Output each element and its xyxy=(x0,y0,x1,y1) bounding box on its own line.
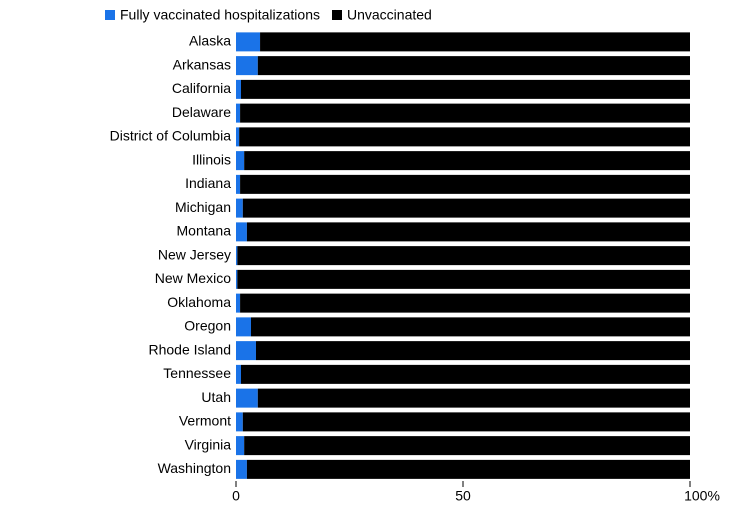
bar-segment xyxy=(236,222,247,242)
bar-segment xyxy=(242,412,690,432)
bar-segment xyxy=(236,364,241,384)
y-tick-label: Montana xyxy=(177,223,232,239)
y-tick-label: Illinois xyxy=(192,151,231,167)
x-tick-label: 50 xyxy=(455,488,471,504)
bar-segment xyxy=(236,151,245,171)
y-tick-label: California xyxy=(172,80,231,96)
bar-segment xyxy=(242,198,690,218)
bar-segment xyxy=(250,317,690,337)
bar-segment xyxy=(240,103,690,123)
y-tick-label: Virginia xyxy=(185,436,232,452)
y-tick-label: Utah xyxy=(201,389,231,405)
bar-segment xyxy=(236,388,258,408)
bar-segment xyxy=(236,293,241,313)
bar-segment xyxy=(240,174,690,194)
y-tick-label: Alaska xyxy=(189,33,231,49)
bar-segment xyxy=(236,174,241,194)
bar-segment xyxy=(239,127,691,147)
legend-swatch xyxy=(105,10,115,20)
y-tick-label: Oklahoma xyxy=(167,294,231,310)
legend-label: Unvaccinated xyxy=(347,7,432,23)
y-tick-label: Rhode Island xyxy=(148,341,231,357)
bar-segment xyxy=(246,459,690,479)
bar-segment xyxy=(236,56,258,76)
bar-segment xyxy=(240,293,690,313)
bar-segment xyxy=(240,364,690,384)
bar-segment xyxy=(236,127,240,147)
bar-segment xyxy=(236,341,256,361)
bar-segment xyxy=(236,412,243,432)
bar-segment xyxy=(237,246,690,266)
bar-segment xyxy=(257,388,690,408)
y-tick-label: Oregon xyxy=(184,318,231,334)
y-tick-label: Delaware xyxy=(172,104,231,120)
y-tick-label: Washington xyxy=(158,460,231,476)
bar-segment xyxy=(236,269,238,289)
y-tick-label: Michigan xyxy=(175,199,231,215)
bar-segment xyxy=(240,79,690,99)
bar-segment xyxy=(246,222,690,242)
bar-segment xyxy=(236,317,251,337)
bar-segment xyxy=(236,32,261,52)
bar-segment xyxy=(257,56,690,76)
y-tick-label: Vermont xyxy=(179,413,231,429)
bar-segment xyxy=(236,79,241,99)
legend-label: Fully vaccinated hospitalizations xyxy=(120,7,320,23)
bar-segment xyxy=(236,436,245,456)
bar-segment xyxy=(236,246,238,266)
bar-segment xyxy=(236,198,243,218)
y-tick-label: New Mexico xyxy=(155,270,231,286)
y-tick-label: Arkansas xyxy=(173,56,231,72)
y-tick-label: Indiana xyxy=(185,175,231,191)
bar-segment xyxy=(236,459,247,479)
y-tick-label: Tennessee xyxy=(163,365,231,381)
bar-segment xyxy=(260,32,690,52)
bar-segment xyxy=(244,436,690,456)
y-tick-label: District of Columbia xyxy=(110,128,232,144)
x-tick-label: 100% xyxy=(684,488,720,504)
y-tick-label: New Jersey xyxy=(158,246,231,262)
legend-swatch xyxy=(332,10,342,20)
bar-segment xyxy=(237,269,690,289)
bar-segment xyxy=(236,103,241,123)
bar-segment xyxy=(255,341,690,361)
bar-segment xyxy=(244,151,690,171)
x-tick-label: 0 xyxy=(232,488,240,504)
